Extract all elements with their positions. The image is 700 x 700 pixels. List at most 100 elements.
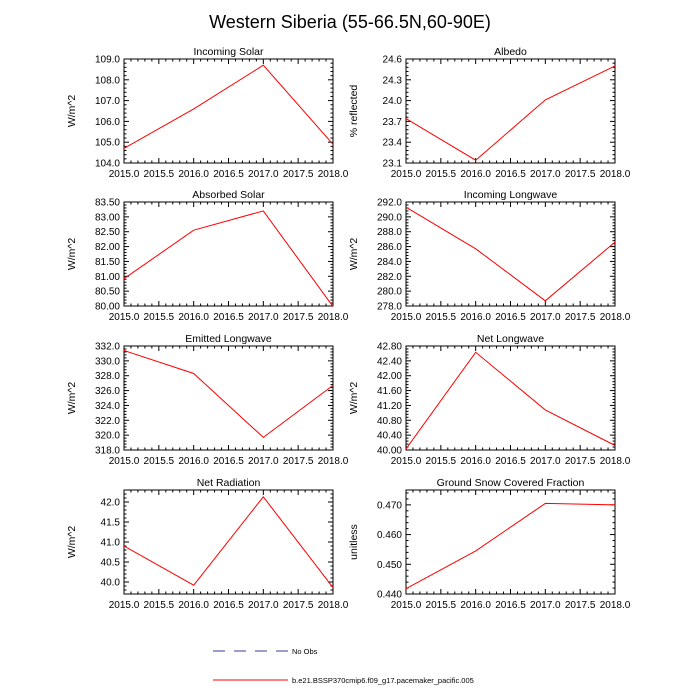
y-tick-label: 106.0 xyxy=(95,117,120,128)
series-line-absorbed-solar xyxy=(123,210,334,307)
y-tick-label: 322.0 xyxy=(95,416,120,427)
x-tick-label: 2018.0 xyxy=(600,169,631,180)
panel-incoming-solar: Incoming Solar 2015.0 2015.5 2016.0 2016.5 20… xyxy=(66,46,349,180)
y-tick-label: 320.0 xyxy=(95,431,120,442)
series-line-albedo xyxy=(405,65,616,161)
panel-title-albedo: Albedo xyxy=(494,46,527,58)
x-tick-label: 2018.0 xyxy=(318,312,349,323)
x-tick-label: 2016.5 xyxy=(213,456,244,467)
x-tick-label: 2015.0 xyxy=(109,312,140,323)
y-tick-label: 23.7 xyxy=(383,117,403,128)
x-tick-label: 2017.5 xyxy=(283,456,314,467)
y-tick-label: 82.00 xyxy=(95,242,120,253)
x-tick-label: 2015.0 xyxy=(391,169,422,180)
y-tick-label: 83.50 xyxy=(95,198,120,209)
panel-absorbed-solar: Absorbed Solar 2015.0 2015.5 2016.0 2016.5 20… xyxy=(66,189,349,323)
x-tick-label: 2015.0 xyxy=(391,600,422,611)
panel-title-net-longwave: Net Longwave xyxy=(477,333,544,345)
x-tick-label: 2018.0 xyxy=(600,456,631,467)
y-axis-label-net-radiation: W/m^2 xyxy=(66,526,78,559)
x-tick-label: 2017.5 xyxy=(565,312,596,323)
x-tick-label: 2016.0 xyxy=(460,169,491,180)
x-tick-label: 2016.0 xyxy=(178,312,209,323)
y-axis-label-ground-snow-covered-fraction: unitless xyxy=(348,524,360,560)
y-tick-label: 328.0 xyxy=(95,371,120,382)
y-tick-label: 108.0 xyxy=(95,75,120,86)
y-tick-label: 332.0 xyxy=(95,342,120,353)
x-tick-label: 2016.5 xyxy=(495,169,526,180)
y-tick-label: 326.0 xyxy=(95,386,120,397)
legend: No Obs b.e21.BSSP370cmip6.f09_g17.pacema… xyxy=(213,647,474,685)
x-tick-label: 2016.0 xyxy=(178,456,209,467)
x-tick-label: 2018.0 xyxy=(600,600,631,611)
x-tick-label: 2017.0 xyxy=(248,600,279,611)
y-tick-label: 107.0 xyxy=(95,96,120,107)
x-tick-label: 2017.0 xyxy=(530,312,561,323)
x-tick-label: 2016.5 xyxy=(213,600,244,611)
x-tick-label: 2018.0 xyxy=(318,600,349,611)
y-tick-label: 282.0 xyxy=(377,272,402,283)
x-tick-label: 2017.5 xyxy=(283,600,314,611)
x-tick-label: 2017.5 xyxy=(283,312,314,323)
x-tick-label: 2015.0 xyxy=(109,456,140,467)
panel-title-incoming-solar: Incoming Solar xyxy=(193,46,264,58)
y-tick-label: 105.0 xyxy=(95,138,120,149)
panel-incoming-longwave: Incoming Longwave 2015.0 2015.5 2016.0 2016.… xyxy=(348,189,631,323)
panel-albedo: Albedo 2015.0 2015.5 2016.0 2016.5 2017.0 2017… xyxy=(348,46,631,180)
y-tick-label: 40.5 xyxy=(101,558,121,569)
x-tick-label: 2016.0 xyxy=(460,600,491,611)
y-tick-label: 80.50 xyxy=(95,287,120,298)
y-tick-label: 290.0 xyxy=(377,212,402,223)
x-tick-label: 2017.0 xyxy=(530,169,561,180)
legend-label-no-obs: No Obs xyxy=(292,647,318,656)
x-tick-label: 2015.0 xyxy=(391,456,422,467)
x-tick-label: 2017.0 xyxy=(530,456,561,467)
y-axis-label-net-longwave: W/m^2 xyxy=(348,382,360,415)
panel-title-absorbed-solar: Absorbed Solar xyxy=(192,189,265,201)
x-tick-label: 2017.5 xyxy=(565,456,596,467)
y-tick-label: 83.00 xyxy=(95,212,120,223)
x-tick-label: 2018.0 xyxy=(600,312,631,323)
panel-ground-snow-covered-fraction: Ground Snow Covered Fraction 2015.0 2015.5… xyxy=(348,477,631,611)
series-line-emitted-longwave xyxy=(123,350,334,439)
panel-title-emitted-longwave: Emitted Longwave xyxy=(185,333,272,345)
y-tick-label: 318.0 xyxy=(95,446,120,457)
x-tick-label: 2016.5 xyxy=(495,600,526,611)
x-tick-label: 2015.5 xyxy=(426,169,457,180)
x-tick-label: 2015.5 xyxy=(426,312,457,323)
x-tick-label: 2016.5 xyxy=(213,312,244,323)
x-tick-label: 2017.5 xyxy=(283,169,314,180)
y-tick-label: 324.0 xyxy=(95,401,120,412)
series-line-net-longwave xyxy=(405,351,616,450)
y-tick-label: 81.00 xyxy=(95,272,120,283)
y-tick-label: 41.5 xyxy=(101,518,121,529)
x-tick-label: 2017.0 xyxy=(248,312,279,323)
y-tick-label: 23.4 xyxy=(383,138,403,149)
y-tick-label: 288.0 xyxy=(377,227,402,238)
y-axis-label-albedo: % reflected xyxy=(348,85,360,138)
y-axis-label-incoming-solar: W/m^2 xyxy=(66,95,78,128)
x-tick-label: 2016.5 xyxy=(495,456,526,467)
y-tick-label: 24.0 xyxy=(383,96,403,107)
x-tick-label: 2016.0 xyxy=(178,169,209,180)
y-tick-label: 42.0 xyxy=(101,498,121,509)
x-tick-label: 2016.0 xyxy=(178,600,209,611)
y-tick-label: 104.0 xyxy=(95,159,120,170)
x-tick-label: 2015.5 xyxy=(426,456,457,467)
x-tick-label: 2015.5 xyxy=(426,600,457,611)
y-tick-label: 24.6 xyxy=(383,55,403,66)
series-line-incoming-longwave xyxy=(405,206,616,302)
panel-title-net-radiation: Net Radiation xyxy=(197,477,261,489)
x-tick-label: 2015.0 xyxy=(391,312,422,323)
x-tick-label: 2015.5 xyxy=(144,456,175,467)
x-tick-label: 2017.0 xyxy=(248,456,279,467)
y-axis-label-incoming-longwave: W/m^2 xyxy=(348,238,360,271)
x-tick-label: 2015.0 xyxy=(109,600,140,611)
panel-net-radiation: Net Radiation 2015.0 2015.5 2016.0 2016.5 201… xyxy=(66,477,349,611)
y-tick-label: 40.0 xyxy=(101,578,121,589)
x-tick-label: 2017.5 xyxy=(565,169,596,180)
x-tick-label: 2016.5 xyxy=(495,312,526,323)
x-tick-label: 2015.5 xyxy=(144,169,175,180)
